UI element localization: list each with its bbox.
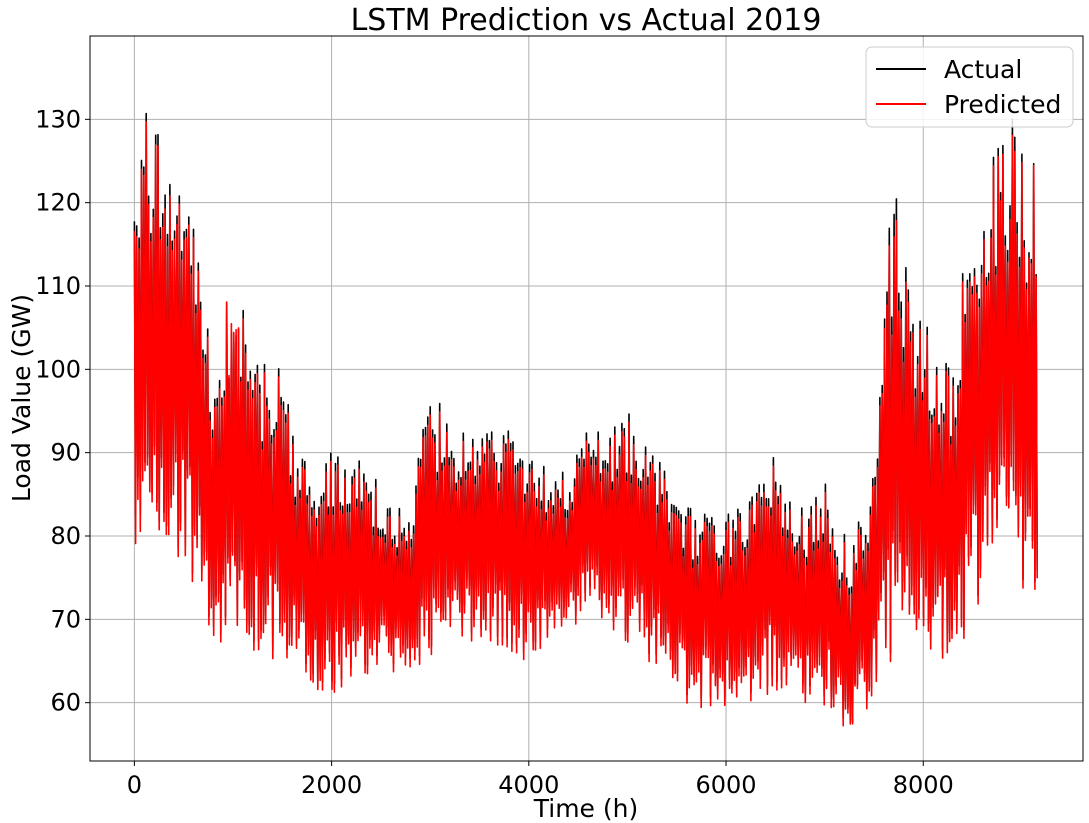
y-tick-label-7: 130 xyxy=(35,105,81,133)
x-tick-label-0: 0 xyxy=(127,771,142,799)
x-axis-ticks: 0 2000 4000 6000 8000 xyxy=(127,761,954,799)
chart-title: LSTM Prediction vs Actual 2019 xyxy=(351,3,822,38)
y-tick-label-6: 120 xyxy=(35,189,81,217)
x-tick-label-4: 8000 xyxy=(893,771,954,799)
legend: Actual Predicted xyxy=(865,46,1074,128)
plot-frame xyxy=(89,35,1084,762)
x-tick-label-2: 4000 xyxy=(498,771,559,799)
y-axis-ticks: 60 70 80 90 100 110 120 130 xyxy=(35,105,90,717)
y-tick-label-4: 100 xyxy=(35,355,81,383)
y-tick-label-5: 110 xyxy=(35,272,81,300)
y-tick-label-1: 70 xyxy=(50,605,81,633)
x-tick-label-1: 2000 xyxy=(301,771,362,799)
legend-box xyxy=(865,46,1074,128)
x-tick-label-3: 6000 xyxy=(695,771,756,799)
y-tick-label-3: 90 xyxy=(50,439,81,467)
y-tick-label-0: 60 xyxy=(50,689,81,717)
y-tick-label-2: 80 xyxy=(50,522,81,550)
y-axis-label: Load Value (GW) xyxy=(7,294,36,502)
series-layer xyxy=(133,112,1038,727)
x-axis-label: Time (h) xyxy=(533,794,638,823)
series-line-predicted xyxy=(133,121,1038,727)
legend-label-actual: Actual xyxy=(944,55,1022,84)
legend-label-predicted: Predicted xyxy=(944,90,1061,119)
